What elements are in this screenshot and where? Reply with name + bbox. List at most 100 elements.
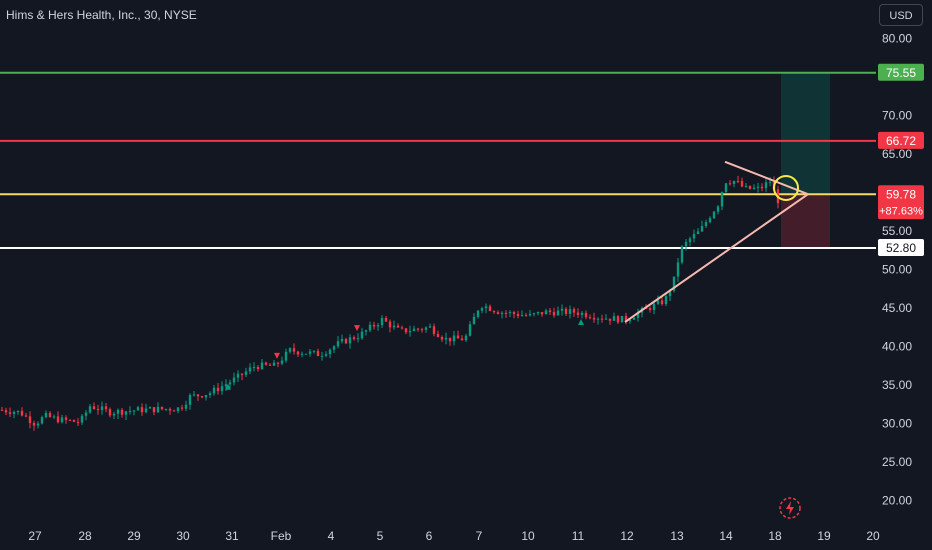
candle-body: [516, 314, 520, 317]
candle-body: [712, 211, 716, 219]
x-tick-label: 10: [521, 529, 535, 543]
profit-zone[interactable]: [781, 72, 830, 195]
candle-body: [144, 408, 148, 413]
candle-body: [676, 262, 680, 277]
highlight-circle[interactable]: [773, 174, 799, 201]
candle-body: [360, 331, 364, 339]
candle-body: [568, 309, 572, 314]
candle-body: [88, 406, 92, 413]
candle-body: [12, 412, 16, 414]
candle-body: [320, 355, 324, 357]
candle-body: [480, 308, 484, 311]
candle-body: [748, 185, 752, 189]
candle-body: [328, 349, 332, 355]
x-tick-label: 12: [620, 529, 634, 543]
candle-body: [384, 318, 388, 322]
candle-body: [464, 335, 468, 341]
x-tick-label: 20: [866, 529, 880, 543]
candle-body: [552, 312, 556, 316]
candle-body: [436, 333, 440, 338]
candle-body: [244, 371, 248, 375]
candle-body: [376, 325, 380, 327]
y-axis: 80.00 70.00 65.00 55.00 50.00 45.00 40.00 35.00…: [882, 32, 912, 508]
currency-button[interactable]: USD: [879, 4, 923, 26]
candle-body: [572, 309, 576, 313]
candle-body: [744, 185, 748, 187]
candle-body: [764, 182, 768, 189]
signal-arrow: [578, 319, 584, 326]
candle-body: [484, 306, 488, 309]
candle-body: [704, 222, 708, 227]
y-tick-label: 30.00: [882, 417, 912, 431]
horizontal-levels: [0, 71, 876, 250]
candle-body: [140, 407, 144, 413]
candle-body: [536, 312, 540, 314]
candle-body: [428, 326, 432, 328]
y-tick-label: 40.00: [882, 340, 912, 354]
candle-body: [168, 408, 172, 411]
candle-body: [608, 318, 612, 321]
candle-body: [556, 310, 560, 316]
candle-body: [108, 409, 112, 416]
candle-body: [252, 366, 256, 368]
candle-body: [636, 312, 640, 318]
candle-body: [632, 317, 636, 320]
candle-body: [104, 406, 108, 410]
candle-body: [184, 404, 188, 409]
candle-body: [524, 315, 528, 317]
candle-body: [584, 312, 588, 318]
candle-body: [192, 394, 196, 396]
candle-body: [116, 409, 120, 414]
x-tick-label: 11: [572, 529, 585, 543]
x-tick-label: 6: [426, 529, 433, 543]
candle-body: [476, 310, 480, 317]
candle-body: [276, 362, 280, 364]
signal-arrow: [225, 383, 231, 390]
candle-body: [592, 318, 596, 320]
candle-body: [304, 353, 308, 355]
candle-body: [372, 324, 376, 327]
candle-body: [488, 306, 492, 311]
candle-body: [312, 350, 316, 352]
candle-body: [688, 238, 692, 243]
price-tag-label: 52.80: [886, 241, 916, 255]
candle-body: [296, 351, 300, 355]
candle-body: [380, 318, 384, 326]
trendline-0[interactable]: [624, 193, 809, 323]
candle-body: [76, 421, 80, 423]
candle-body: [204, 395, 208, 398]
y-tick-label: 55.00: [882, 224, 912, 238]
candle-body: [388, 321, 392, 328]
x-axis: 27 28 29 30 31 Feb 4 5 6 7 10 11 12 13 14 18 19 20: [28, 529, 880, 543]
price-tag-2: [878, 185, 924, 220]
x-tick-label: 13: [670, 529, 684, 543]
candle-body: [20, 410, 24, 416]
candle-body: [580, 312, 584, 315]
candle-body: [520, 315, 524, 317]
trendlines: [225, 160, 809, 390]
price-tags: 75.55 66.72 59.78 +87.63% 52.80: [878, 63, 924, 257]
candle-body: [740, 180, 744, 187]
tradingview-logo-icon[interactable]: [778, 496, 802, 520]
candle-body: [188, 395, 192, 405]
candle-body: [340, 338, 344, 342]
candle-body: [400, 327, 404, 329]
candle-body: [132, 410, 136, 412]
candle-body: [364, 330, 368, 332]
candle-body: [760, 186, 764, 189]
y-tick-label: 45.00: [882, 301, 912, 315]
loss-zone[interactable]: [781, 194, 830, 249]
candle-body: [652, 303, 656, 310]
price-tag-label: 66.72: [886, 134, 916, 148]
x-tick-label: 5: [377, 529, 384, 543]
candle-body: [728, 183, 732, 185]
candle-body: [60, 417, 64, 423]
candle-body: [172, 410, 176, 412]
candle-body: [768, 181, 772, 183]
trendline-1[interactable]: [724, 160, 809, 196]
candle-body: [756, 186, 760, 188]
candle-body: [472, 316, 476, 325]
candle-body: [200, 396, 204, 398]
candle-body: [416, 328, 420, 330]
